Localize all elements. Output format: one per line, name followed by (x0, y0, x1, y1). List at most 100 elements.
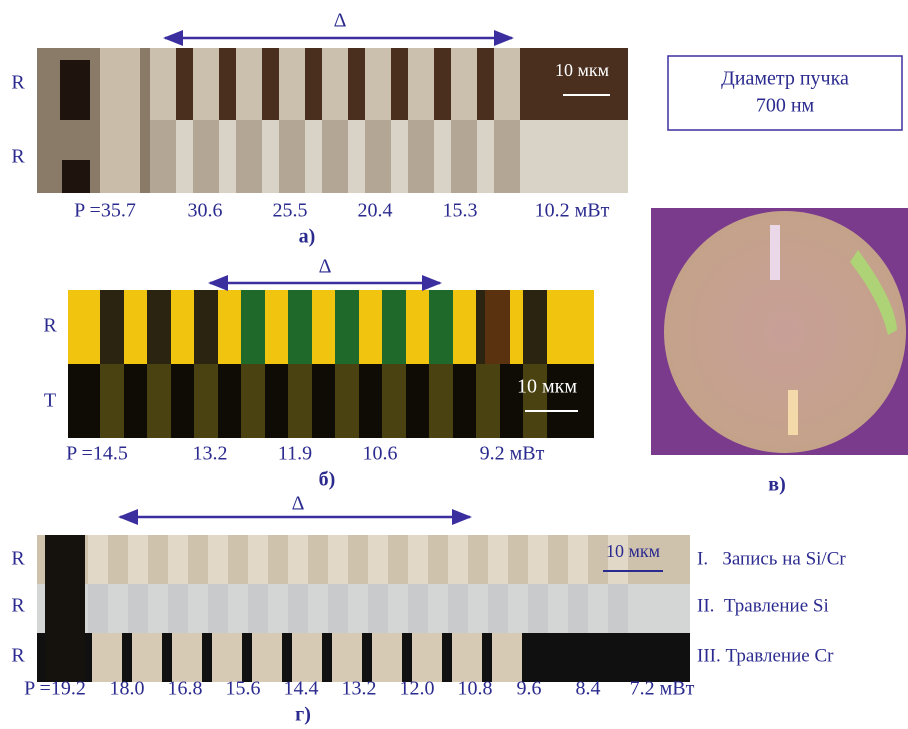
image-region (523, 290, 547, 364)
image-region (568, 535, 588, 584)
power-label: P =35.7 (74, 200, 136, 222)
image-region (292, 633, 322, 682)
delta-label: Δ (292, 493, 305, 515)
power-label: P =14.5 (66, 443, 128, 465)
panel-caption: г) (295, 704, 311, 726)
image-region (408, 535, 428, 584)
image-region (236, 120, 262, 193)
image-region (568, 584, 588, 633)
power-label: 13.2 (193, 443, 228, 465)
image-region (322, 48, 348, 120)
image-region (368, 584, 388, 633)
image-region (448, 535, 468, 584)
image-region (60, 60, 90, 120)
image-region (128, 584, 148, 633)
image-region (368, 535, 388, 584)
image-region (408, 584, 428, 633)
image-region (288, 290, 312, 364)
image-region (279, 48, 305, 120)
image-region (328, 535, 348, 584)
image-region (322, 120, 348, 193)
image-region (168, 584, 188, 633)
power-label: 7.2 мВт (630, 678, 695, 700)
wafer-reflection (788, 390, 798, 435)
power-label: 20.4 (358, 200, 393, 222)
image-region (194, 364, 218, 438)
image-region (288, 535, 308, 584)
row-label: R (11, 548, 25, 570)
power-label: 16.8 (168, 678, 203, 700)
image-region (132, 633, 162, 682)
image-region (451, 48, 477, 120)
image-region (193, 120, 219, 193)
panel-caption: б) (319, 469, 336, 491)
image-region (408, 120, 434, 193)
image-region (429, 290, 453, 364)
image-region (335, 290, 359, 364)
image-region (494, 48, 520, 120)
scale-label: 10 мкм (517, 376, 577, 398)
figure: ΔRR10 мкмP =35.730.625.520.415.310.2 мВт… (0, 0, 908, 729)
image-region (485, 290, 510, 364)
image-region (92, 633, 122, 682)
image-region (172, 633, 202, 682)
power-label: 15.6 (226, 678, 261, 700)
image-region (528, 535, 548, 584)
image-region (208, 535, 228, 584)
image-region (150, 48, 176, 120)
legend-entry: II. Травление Si (697, 595, 829, 616)
row-label: R (11, 595, 25, 617)
power-label: P =19.2 (24, 678, 86, 700)
image-region (62, 160, 90, 193)
image-region (488, 535, 508, 584)
image-region (492, 633, 522, 682)
image-region (608, 584, 628, 633)
image-region (288, 584, 308, 633)
image-region (208, 584, 228, 633)
image-region (128, 535, 148, 584)
image-region (100, 48, 140, 193)
power-label: 15.3 (443, 200, 478, 222)
image-region (332, 633, 362, 682)
image-region (68, 364, 594, 438)
image-region (488, 584, 508, 633)
row-label: R (11, 72, 25, 94)
scale-label: 10 мкм (555, 60, 609, 80)
image-region (365, 120, 391, 193)
legend-entry: III. Травление Cr (697, 645, 834, 666)
power-label: 18.0 (110, 678, 145, 700)
delta-label: Δ (319, 256, 332, 278)
image-region (150, 120, 176, 193)
image-region (168, 535, 188, 584)
image-region (476, 364, 500, 438)
image-region (382, 364, 406, 438)
power-label: 12.0 (400, 678, 435, 700)
image-region (279, 120, 305, 193)
delta-label: Δ (334, 10, 347, 32)
row-label: T (44, 390, 56, 412)
legend-entry: I. Запись на Si/Cr (697, 548, 846, 569)
image-region (193, 48, 219, 120)
image-region (448, 584, 468, 633)
power-label: 11.9 (278, 443, 312, 465)
image-region (382, 290, 406, 364)
power-label: 9.6 (517, 678, 542, 700)
image-region (335, 364, 359, 438)
image-region (88, 584, 108, 633)
power-label: 30.6 (188, 200, 223, 222)
image-region (365, 48, 391, 120)
image-region (241, 290, 265, 364)
scale-label: 10 мкм (606, 541, 660, 561)
info-text: Диаметр пучка (721, 68, 849, 90)
image-region (45, 535, 85, 682)
image-region (88, 535, 108, 584)
power-label: 9.2 мВт (480, 443, 545, 465)
power-label: 10.2 мВт (535, 200, 610, 222)
image-region (147, 290, 171, 364)
image-region (372, 633, 402, 682)
image-region (236, 48, 262, 120)
image-region (68, 290, 594, 364)
power-label: 13.2 (342, 678, 377, 700)
image-region (528, 584, 548, 633)
image-region (451, 120, 477, 193)
